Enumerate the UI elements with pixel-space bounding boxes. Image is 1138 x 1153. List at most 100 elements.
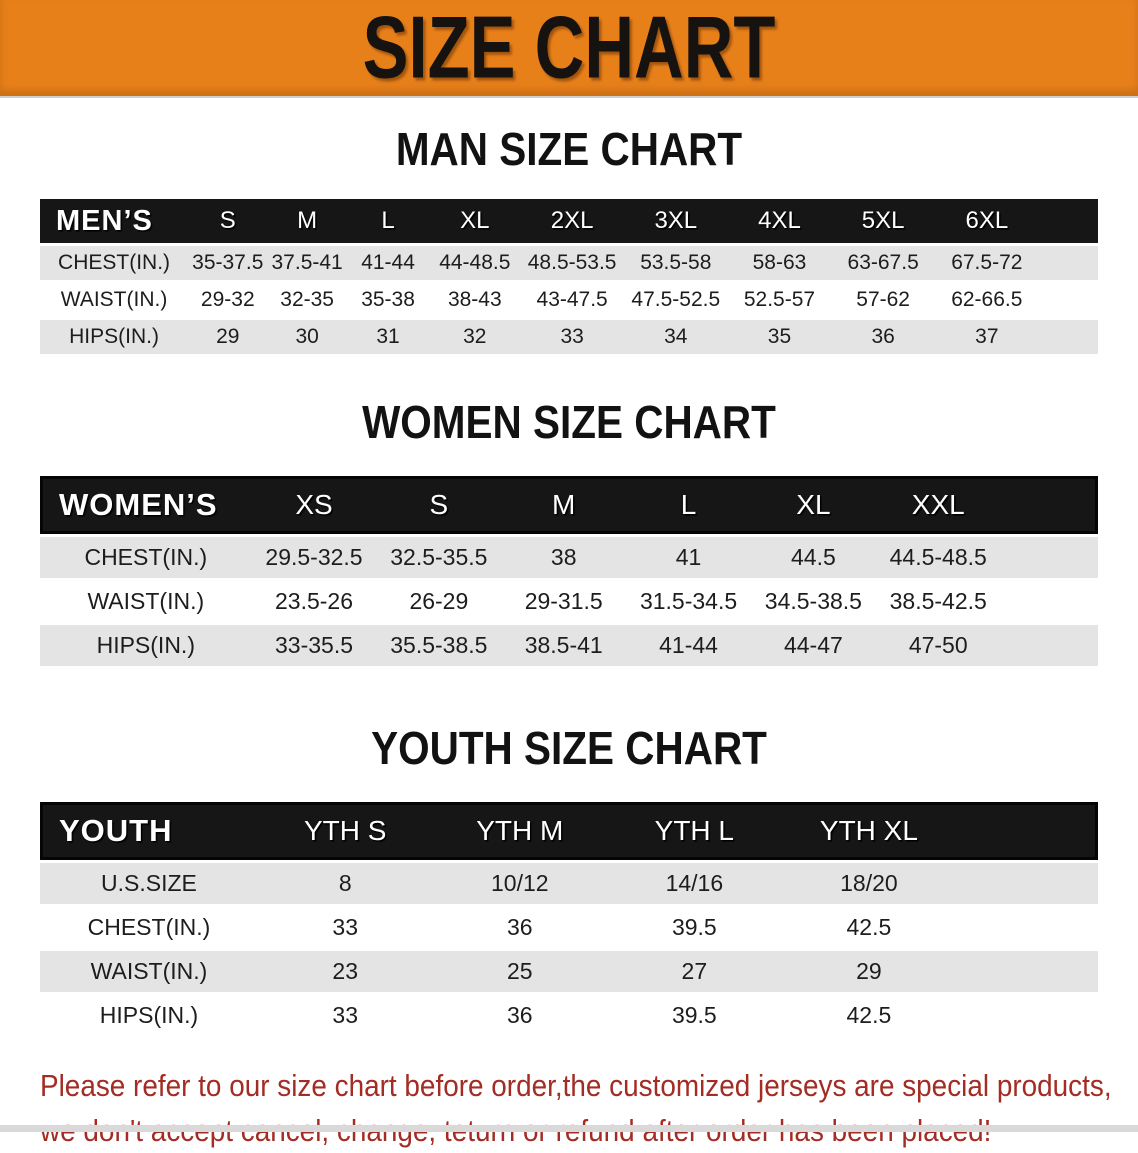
- size-cell: 18/20: [781, 863, 957, 904]
- page-title: SIZE CHART: [362, 0, 776, 97]
- size-cell: 43-47.5: [520, 283, 624, 317]
- table-row: CHEST(IN.) 29.5-32.5 32.5-35.5 38 41 44.…: [40, 537, 1098, 578]
- col-header: YTH M: [432, 802, 608, 860]
- col-header: XL: [429, 199, 521, 243]
- row-filler: [1000, 625, 1098, 666]
- size-cell: 41-44: [626, 625, 751, 666]
- youth-header-row: YOUTH YTH S YTH M YTH L YTH XL: [40, 802, 1098, 860]
- table-row: CHEST(IN.) 35-37.5 37.5-41 41-44 44-48.5…: [40, 246, 1098, 280]
- col-header: XS: [251, 476, 377, 534]
- men-table-label: MEN’S: [40, 199, 189, 243]
- size-cell: 39.5: [607, 907, 782, 948]
- size-cell: 8: [257, 863, 433, 904]
- row-label: U.S.SIZE: [40, 863, 258, 904]
- size-cell: 34: [623, 320, 728, 354]
- size-cell: 35-37.5: [188, 246, 268, 280]
- size-cell: 36: [831, 320, 935, 354]
- row-label: WAIST(IN.): [40, 283, 189, 317]
- row-filler: [956, 951, 1098, 992]
- col-header: 5XL: [831, 199, 935, 243]
- col-header: L: [626, 476, 751, 534]
- row-label: CHEST(IN.): [40, 907, 258, 948]
- row-label: HIPS(IN.): [40, 995, 258, 1036]
- size-cell: 44.5: [750, 537, 876, 578]
- row-filler: [1038, 320, 1098, 354]
- size-cell: 33: [520, 320, 624, 354]
- size-cell: 23.5-26: [251, 581, 377, 622]
- col-header: YTH L: [607, 802, 782, 860]
- women-table-label: WOMEN’S: [40, 476, 252, 534]
- row-filler: [1038, 283, 1098, 317]
- size-cell: 47.5-52.5: [623, 283, 728, 317]
- size-cell: 42.5: [781, 907, 957, 948]
- disclaimer-line-1: Please refer to our size chart before or…: [40, 1068, 1112, 1103]
- size-cell: 63-67.5: [831, 246, 935, 280]
- size-cell: 32.5-35.5: [376, 537, 502, 578]
- size-cell: 29: [188, 320, 268, 354]
- table-row: WAIST(IN.) 23 25 27 29: [40, 951, 1098, 992]
- size-cell: 29-31.5: [501, 581, 627, 622]
- size-cell: 36: [432, 907, 608, 948]
- table-row: HIPS(IN.) 33-35.5 35.5-38.5 38.5-41 41-4…: [40, 625, 1098, 666]
- size-cell: 23: [257, 951, 433, 992]
- row-filler: [956, 863, 1098, 904]
- size-cell: 38.5-42.5: [875, 581, 1001, 622]
- size-cell: 57-62: [831, 283, 935, 317]
- row-label: HIPS(IN.): [40, 625, 252, 666]
- header-filler: [1000, 476, 1098, 534]
- size-cell: 27: [607, 951, 782, 992]
- col-header: M: [501, 476, 627, 534]
- size-cell: 35.5-38.5: [376, 625, 502, 666]
- size-cell: 41-44: [346, 246, 430, 280]
- row-label: WAIST(IN.): [40, 581, 252, 622]
- size-cell: 44-48.5: [429, 246, 521, 280]
- size-cell: 26-29: [376, 581, 502, 622]
- table-row: WAIST(IN.) 23.5-26 26-29 29-31.5 31.5-34…: [40, 581, 1098, 622]
- size-cell: 30: [267, 320, 347, 354]
- size-cell: 47-50: [875, 625, 1001, 666]
- col-header: 2XL: [520, 199, 624, 243]
- size-cell: 37.5-41: [267, 246, 347, 280]
- youth-section-title: YOUTH SIZE CHART: [371, 722, 767, 774]
- women-size-table: WOMEN’S XS S M L XL XXL CHEST(IN.) 29.5-…: [40, 473, 1098, 669]
- row-label: CHEST(IN.): [40, 537, 252, 578]
- size-cell: 34.5-38.5: [750, 581, 876, 622]
- size-cell: 48.5-53.5: [520, 246, 624, 280]
- col-header: 4XL: [727, 199, 832, 243]
- size-cell: 14/16: [607, 863, 782, 904]
- size-cell: 29.5-32.5: [251, 537, 377, 578]
- size-cell: 33: [257, 995, 433, 1036]
- banner: SIZE CHART: [0, 0, 1138, 96]
- col-header: 6XL: [934, 199, 1039, 243]
- size-cell: 37: [934, 320, 1039, 354]
- women-header-row: WOMEN’S XS S M L XL XXL: [40, 476, 1098, 534]
- table-row: U.S.SIZE 8 10/12 14/16 18/20: [40, 863, 1098, 904]
- row-filler: [1038, 246, 1098, 280]
- women-section: WOMEN SIZE CHART WOMEN’S XS S M L XL XXL: [0, 357, 1138, 669]
- size-cell: 29: [781, 951, 957, 992]
- size-cell: 25: [432, 951, 608, 992]
- col-header: M: [267, 199, 347, 243]
- col-header: L: [346, 199, 430, 243]
- size-cell: 36: [432, 995, 608, 1036]
- size-cell: 39.5: [607, 995, 782, 1036]
- table-row: HIPS(IN.) 33 36 39.5 42.5: [40, 995, 1098, 1036]
- size-cell: 67.5-72: [934, 246, 1039, 280]
- size-cell: 32: [429, 320, 521, 354]
- size-cell: 38-43: [429, 283, 521, 317]
- youth-size-table: YOUTH YTH S YTH M YTH L YTH XL U.S.SIZE …: [40, 799, 1098, 1039]
- youth-table-label: YOUTH: [40, 802, 258, 860]
- size-cell: 33-35.5: [251, 625, 377, 666]
- size-cell: 32-35: [267, 283, 347, 317]
- table-row: HIPS(IN.) 29 30 31 32 33 34 35 36 37: [40, 320, 1098, 354]
- row-label: WAIST(IN.): [40, 951, 258, 992]
- men-size-table: MEN’S S M L XL 2XL 3XL 4XL 5XL 6XL CHEST…: [40, 196, 1098, 357]
- youth-section: YOUTH SIZE CHART YOUTH YTH S YTH M YTH L…: [0, 669, 1138, 1039]
- col-header: 3XL: [623, 199, 728, 243]
- row-label: CHEST(IN.): [40, 246, 189, 280]
- size-cell: 53.5-58: [623, 246, 728, 280]
- size-cell: 41: [626, 537, 751, 578]
- row-filler: [956, 995, 1098, 1036]
- row-filler: [1000, 537, 1098, 578]
